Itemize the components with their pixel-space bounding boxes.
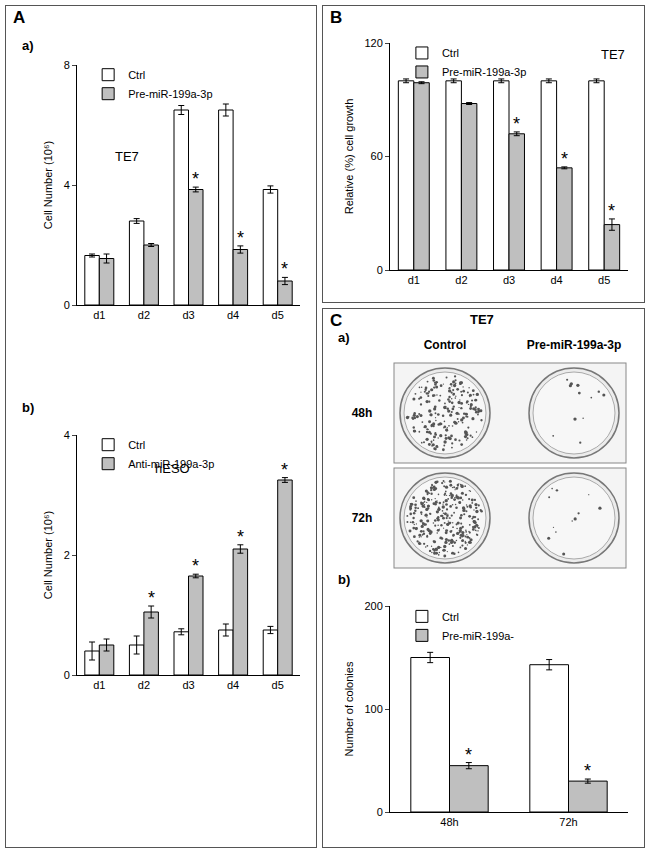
svg-text:d3: d3 bbox=[182, 309, 194, 321]
svg-text:*: * bbox=[192, 169, 199, 189]
svg-text:d5: d5 bbox=[272, 679, 284, 691]
svg-text:Cell Number (10⁶): Cell Number (10⁶) bbox=[42, 141, 54, 229]
svg-text:TE7: TE7 bbox=[601, 47, 625, 62]
svg-text:48h: 48h bbox=[352, 406, 373, 420]
svg-text:Ctrl: Ctrl bbox=[442, 611, 459, 623]
html-text:a): a) bbox=[22, 38, 34, 53]
svg-text:Pre-miR-199a-: Pre-miR-199a- bbox=[442, 630, 514, 642]
svg-text:d4: d4 bbox=[550, 274, 562, 286]
svg-text:d4: d4 bbox=[227, 309, 239, 321]
svg-text:Cell Number (10⁶): Cell Number (10⁶) bbox=[42, 511, 54, 599]
svg-text:*: * bbox=[561, 149, 568, 169]
svg-text:Pre-miR-199a-3p: Pre-miR-199a-3p bbox=[442, 66, 526, 78]
svg-text:d2: d2 bbox=[138, 679, 150, 691]
svg-text:Control: Control bbox=[424, 338, 467, 352]
svg-text:TE7: TE7 bbox=[115, 149, 139, 164]
svg-text:2: 2 bbox=[64, 549, 70, 561]
svg-text:200: 200 bbox=[364, 600, 382, 612]
svg-text:d1: d1 bbox=[93, 309, 105, 321]
svg-text:8: 8 bbox=[64, 59, 70, 71]
svg-text:Number of colonies: Number of colonies bbox=[343, 661, 355, 756]
svg-text:*: * bbox=[148, 588, 155, 608]
svg-text:*: * bbox=[237, 527, 244, 547]
svg-text:*: * bbox=[465, 745, 472, 765]
svg-text:d3: d3 bbox=[182, 679, 194, 691]
svg-text:Ctrl: Ctrl bbox=[442, 47, 459, 59]
svg-text:*: * bbox=[513, 114, 520, 134]
svg-text:60: 60 bbox=[371, 150, 383, 162]
svg-text:Ctrl: Ctrl bbox=[128, 69, 145, 81]
svg-text:*: * bbox=[608, 201, 615, 221]
html-text:C: C bbox=[330, 311, 343, 330]
svg-text:hESO: hESO bbox=[155, 461, 190, 476]
html-text:A: A bbox=[13, 8, 26, 27]
svg-text:100: 100 bbox=[364, 703, 382, 715]
svg-text:*: * bbox=[237, 228, 244, 248]
html-text:TE7: TE7 bbox=[470, 312, 494, 327]
svg-text:0: 0 bbox=[377, 806, 383, 818]
svg-text:120: 120 bbox=[364, 37, 382, 49]
svg-text:0: 0 bbox=[64, 669, 70, 681]
svg-text:d3: d3 bbox=[503, 274, 515, 286]
svg-text:Pre-miR-199a-3p: Pre-miR-199a-3p bbox=[128, 88, 212, 100]
svg-text:d5: d5 bbox=[598, 274, 610, 286]
html-text:b): b) bbox=[338, 572, 351, 587]
svg-text:Ctrl: Ctrl bbox=[128, 439, 145, 451]
svg-text:d2: d2 bbox=[138, 309, 150, 321]
svg-text:Pre-miR-199a-3p: Pre-miR-199a-3p bbox=[527, 338, 622, 352]
svg-text:0: 0 bbox=[64, 299, 70, 311]
svg-text:d4: d4 bbox=[227, 679, 239, 691]
svg-text:d5: d5 bbox=[272, 309, 284, 321]
svg-text:48h: 48h bbox=[440, 816, 458, 828]
html-text:b): b) bbox=[22, 400, 35, 415]
svg-text:72h: 72h bbox=[559, 816, 577, 828]
html-text:a): a) bbox=[338, 330, 350, 345]
html-text:B: B bbox=[330, 8, 343, 27]
svg-text:*: * bbox=[584, 761, 591, 781]
svg-text:*: * bbox=[281, 460, 288, 480]
svg-text:4: 4 bbox=[64, 179, 70, 191]
svg-text:0: 0 bbox=[377, 264, 383, 276]
svg-text:*: * bbox=[192, 556, 199, 576]
svg-text:72h: 72h bbox=[352, 511, 373, 525]
svg-text:*: * bbox=[281, 259, 288, 279]
svg-text:d1: d1 bbox=[408, 274, 420, 286]
svg-text:d2: d2 bbox=[455, 274, 467, 286]
svg-text:Anti-miR-199a-3p: Anti-miR-199a-3p bbox=[128, 458, 214, 470]
svg-text:d1: d1 bbox=[93, 679, 105, 691]
svg-text:4: 4 bbox=[64, 429, 70, 441]
svg-text:Relative (%) cell growth: Relative (%) cell growth bbox=[343, 99, 355, 215]
